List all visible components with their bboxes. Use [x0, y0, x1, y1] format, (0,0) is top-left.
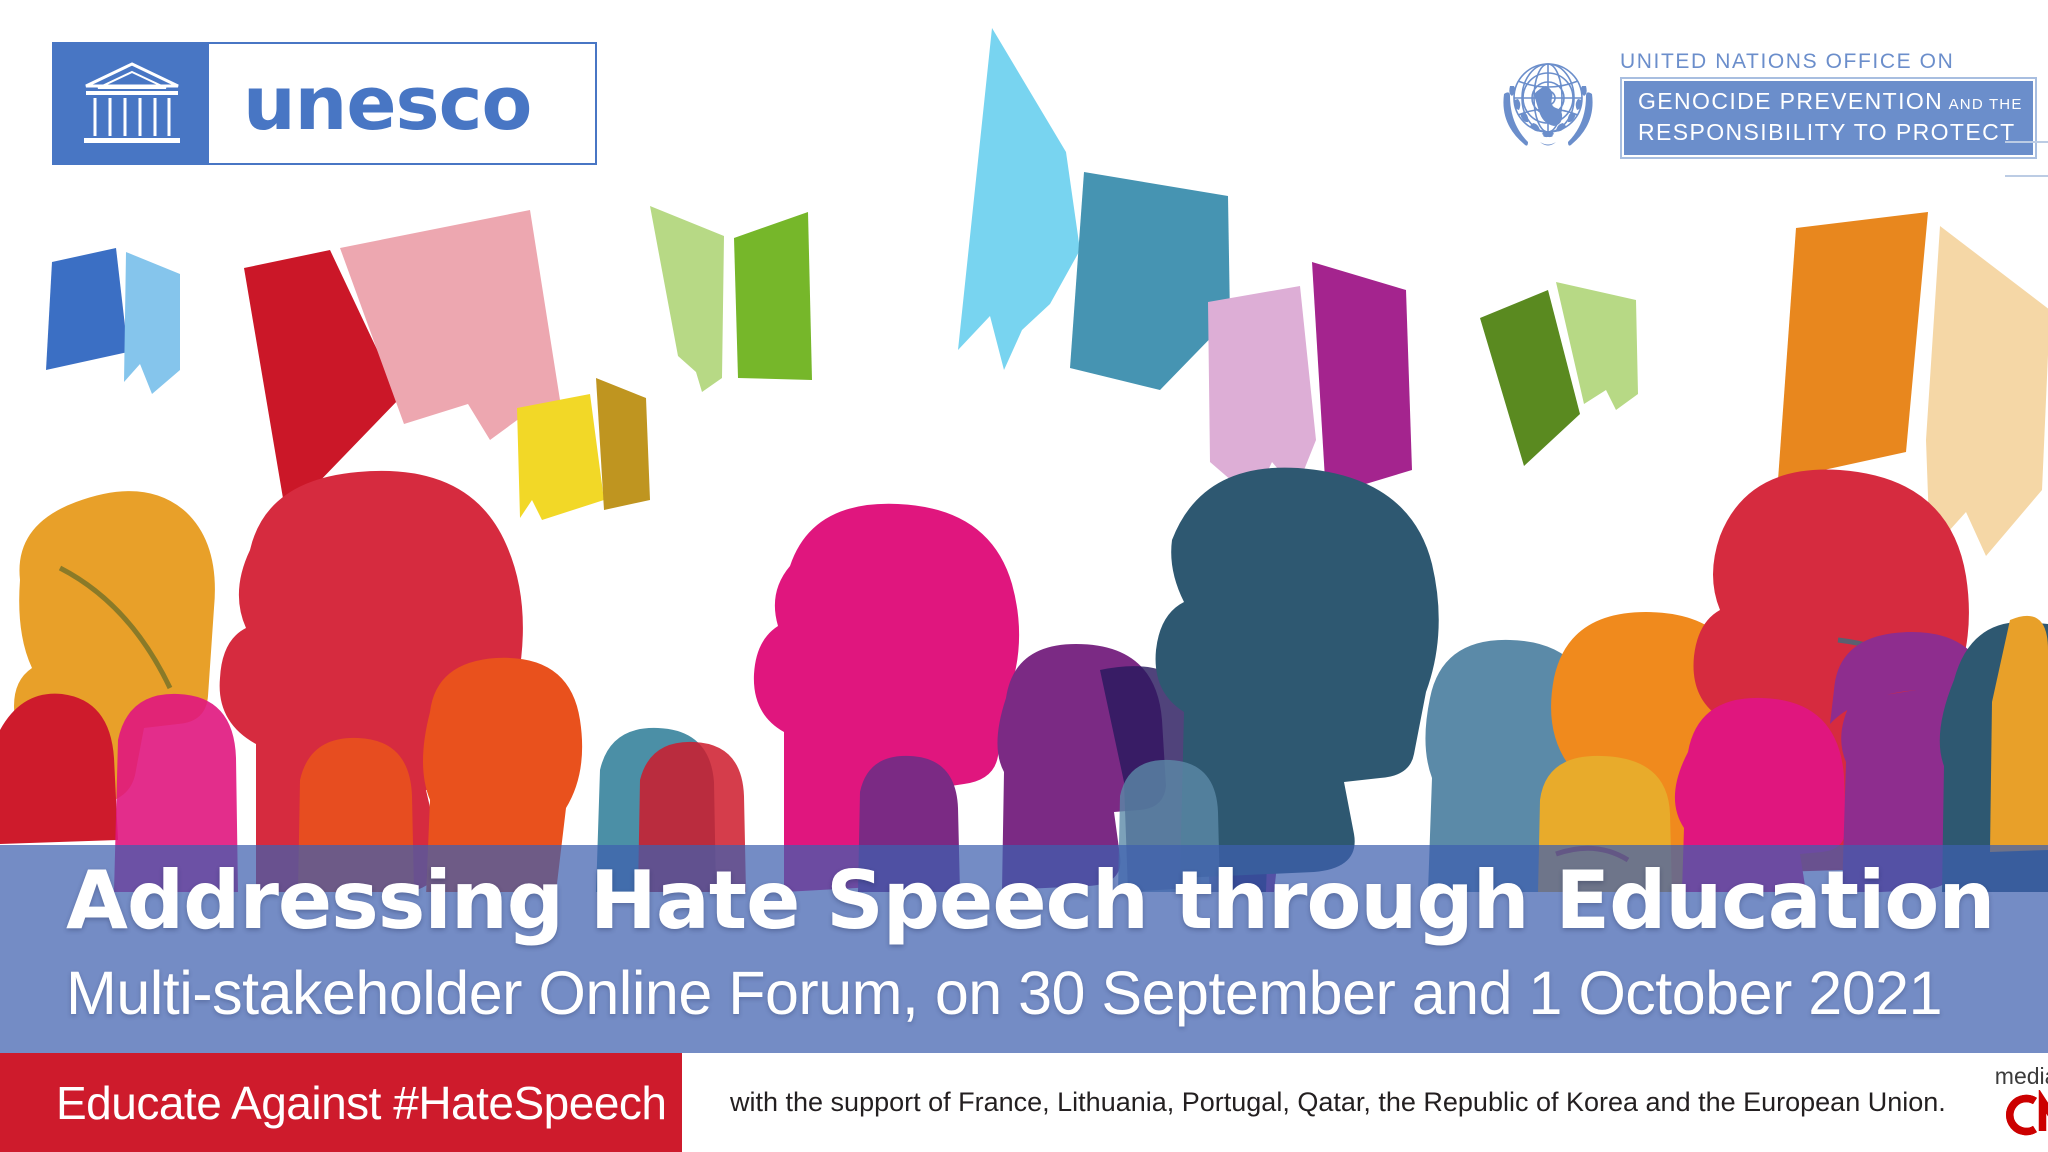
un-logo-line2-main: GENOCIDE PREVENTION — [1638, 87, 1944, 114]
book-green-open-icon — [650, 206, 812, 392]
supporters-text: with the support of France, Lithuania, P… — [730, 1087, 1946, 1117]
unesco-wordmark: unesco — [243, 60, 532, 147]
book-olive-icon — [1480, 282, 1638, 466]
un-logo-corner-decoration — [2004, 140, 2048, 177]
media-partner-block: media partner — [1946, 1053, 2048, 1152]
media-partner-caption: media partner — [1994, 1063, 2048, 1089]
un-logo-text: UNITED NATIONS OFFICE ON GENOCIDE PREVEN… — [1620, 49, 2048, 177]
campaign-slogan-box: Educate Against #HateSpeech — [0, 1053, 682, 1152]
book-violet-icon — [1208, 262, 1412, 500]
unesco-emblem-icon — [54, 44, 209, 163]
cnn-logo-icon — [2005, 1090, 2048, 1136]
event-title: Addressing Hate Speech through Education — [66, 854, 1995, 947]
crowd-silhouettes — [0, 467, 2048, 892]
book-yellow-icon — [517, 378, 650, 520]
unesco-logo: unesco — [52, 42, 597, 165]
un-genocide-prevention-logo: UNITED NATIONS OFFICE ON GENOCIDE PREVEN… — [1492, 38, 2048, 177]
campaign-slogan: Educate Against #HateSpeech — [56, 1076, 667, 1129]
un-logo-line3: RESPONSIBILITY TO PROTECT — [1638, 118, 2016, 145]
un-logo-banner: GENOCIDE PREVENTION AND THE RESPONSIBILI… — [1620, 76, 2048, 177]
book-blue-small-icon — [46, 248, 180, 394]
book-orange-icon — [1778, 212, 2048, 556]
un-logo-line2: GENOCIDE PREVENTION AND THE — [1638, 87, 2023, 114]
footer-bar: Educate Against #HateSpeech with the sup… — [0, 1053, 2048, 1152]
book-graphics-group — [46, 28, 2048, 556]
un-logo-line1: UNITED NATIONS OFFICE ON — [1620, 49, 1955, 73]
title-banner: Addressing Hate Speech through Education… — [0, 845, 2048, 1053]
book-cyan-large-icon — [958, 28, 1230, 390]
united-nations-emblem-icon — [1503, 63, 1593, 146]
event-subtitle: Multi-stakeholder Online Forum, on 30 Se… — [66, 959, 1943, 1027]
book-red-icon — [244, 210, 560, 516]
